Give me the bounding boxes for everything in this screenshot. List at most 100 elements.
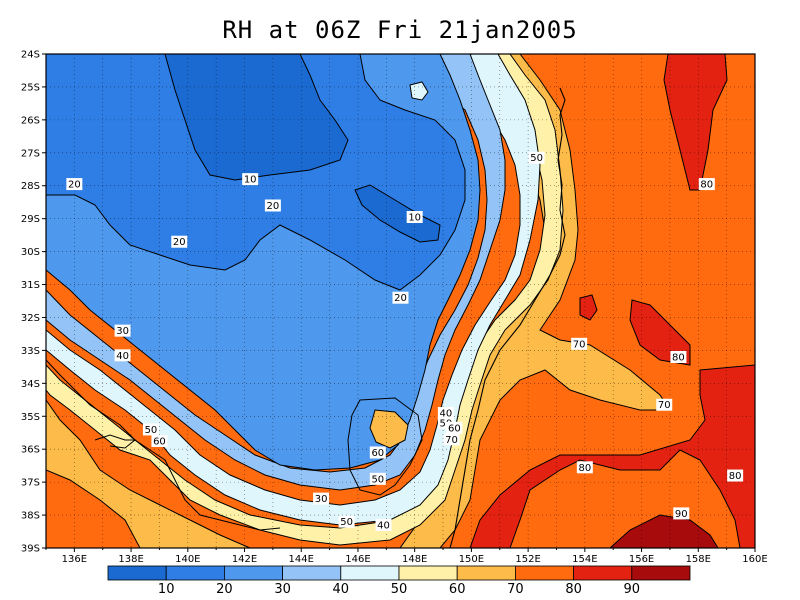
lon-tick-label: 136E xyxy=(62,554,87,565)
lat-tick-label: 31S xyxy=(21,280,40,291)
contour-label-text: 40 xyxy=(116,351,129,362)
contour-label-text: 30 xyxy=(116,326,129,337)
lat-tick-label: 24S xyxy=(21,50,40,61)
colorbar-swatch xyxy=(223,565,283,581)
contour-label: 20 xyxy=(392,291,409,304)
contour-label-text: 20 xyxy=(267,201,280,212)
contour-label-bg xyxy=(446,421,463,434)
rh-band-10-20 xyxy=(164,54,349,181)
lat-tick-label: 36S xyxy=(21,445,40,456)
lon-tick-label: 148E xyxy=(402,554,427,565)
contour-label-text: 30 xyxy=(315,494,328,505)
lon-tick-label: 156E xyxy=(629,554,654,565)
rh-pocket-sa-outer xyxy=(347,397,423,496)
contour-label-bg xyxy=(264,199,281,212)
contour-label-text: 50 xyxy=(440,418,453,429)
latitude-axis: 24S 25S 26S 27S 28S 29S 30S 31S 32S 33S 34S 35S 36S 3… xyxy=(21,50,46,555)
contour-label: 70 xyxy=(443,433,460,446)
contour-label-bg xyxy=(369,446,386,459)
contour-label: 30 xyxy=(313,492,330,505)
lon-tick-label: 158E xyxy=(686,554,711,565)
lon-tick-label: 140E xyxy=(175,554,200,565)
contour-label-bg xyxy=(313,492,330,505)
rh-band-10-20-east xyxy=(354,184,441,243)
contour-label-bg xyxy=(576,461,593,474)
contour-label-bg xyxy=(242,173,259,186)
contour-label-bg xyxy=(369,472,386,485)
rh-patch-red-east xyxy=(629,299,691,366)
contour-label-bg xyxy=(375,518,392,531)
contour-label: 60 xyxy=(151,434,168,447)
contour-label-text: 10 xyxy=(244,175,257,186)
contour-label-bg xyxy=(727,469,744,482)
colorbar-label: 50 xyxy=(391,582,408,597)
contour-label-text: 20 xyxy=(394,293,407,304)
contour-label: 80 xyxy=(727,469,744,482)
contour-label: 50 xyxy=(369,472,386,485)
colorbar-label: 20 xyxy=(216,582,233,597)
contour-label: 60 xyxy=(446,421,463,434)
contour-label-text: 10 xyxy=(408,213,421,224)
colorbar-label: 70 xyxy=(507,582,524,597)
contour-label-text: 70 xyxy=(573,339,586,350)
contour-label: 30 xyxy=(114,324,131,337)
contour-label-bg xyxy=(171,235,188,248)
contour-label: 90 xyxy=(673,507,690,520)
contour-label: 70 xyxy=(571,337,588,350)
map-title: RH at 06Z Fri 21jan2005 xyxy=(222,16,578,44)
colorbar-swatch xyxy=(456,565,516,581)
peninsula-line xyxy=(94,434,137,449)
contour-label-text: 70 xyxy=(445,435,458,446)
colorbar-label: 30 xyxy=(274,582,291,597)
lon-tick-label: 154E xyxy=(572,554,597,565)
contour-label-text: 50 xyxy=(530,153,543,164)
lat-tick-label: 26S xyxy=(21,115,40,126)
contour-label-bg xyxy=(670,350,687,363)
contour-label: 20 xyxy=(66,178,83,191)
contour-label-bg xyxy=(443,433,460,446)
lat-tick-label: 29S xyxy=(21,214,40,225)
lon-tick-label: 146E xyxy=(345,554,370,565)
contour-label-text: 50 xyxy=(145,425,158,436)
colorbar-swatch xyxy=(165,565,225,581)
contour-label-bg xyxy=(406,211,423,224)
contour-label-text: 50 xyxy=(371,474,384,485)
lon-tick-label: 138E xyxy=(118,554,143,565)
contour-label-bg xyxy=(338,515,355,528)
lon-tick-label: 142E xyxy=(232,554,257,565)
contour-label-bg xyxy=(673,507,690,520)
lat-tick-label: 34S xyxy=(21,379,40,390)
contour-label: 50 xyxy=(338,515,355,528)
colorbar-swatch xyxy=(282,565,342,581)
contour-label-bg xyxy=(66,178,83,191)
lon-tick-label: 160E xyxy=(742,554,767,565)
contour-label: 80 xyxy=(698,178,715,191)
contour-label-text: 60 xyxy=(153,436,166,447)
contour-label: 20 xyxy=(264,199,281,212)
contour-labels: 1010202020203040304050506060504050607050… xyxy=(66,151,744,531)
contour-label-text: 20 xyxy=(173,237,186,248)
contour-label-text: 70 xyxy=(658,400,671,411)
contour-label-bg xyxy=(114,349,131,362)
rh-patch-red-small xyxy=(579,294,598,321)
contour-label: 80 xyxy=(576,461,593,474)
contour-label-bg xyxy=(437,406,454,419)
contour-label-text: 50 xyxy=(340,517,353,528)
lat-tick-label: 27S xyxy=(21,148,40,159)
lat-tick-label: 39S xyxy=(21,544,40,555)
colorbar-swatch xyxy=(573,565,633,581)
contour-label-bg xyxy=(142,423,159,436)
lat-tick-label: 28S xyxy=(21,181,40,192)
contour-label-text: 90 xyxy=(675,509,688,520)
contour-label: 40 xyxy=(437,406,454,419)
contour-label: 50 xyxy=(142,423,159,436)
lon-tick-label: 150E xyxy=(459,554,484,565)
rh-pocket-sa xyxy=(369,409,409,449)
colorbar-label: 60 xyxy=(449,582,466,597)
rh-band-50-60 xyxy=(46,54,541,526)
contour-label: 10 xyxy=(406,211,423,224)
contour-label-bg xyxy=(114,324,131,337)
contour-label-bg xyxy=(392,291,409,304)
longitude-axis: 136E 138E 140E 142E 144E 146E 148E 150E 152E 154E… xyxy=(45,548,768,565)
